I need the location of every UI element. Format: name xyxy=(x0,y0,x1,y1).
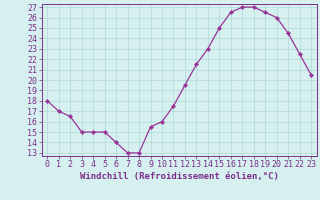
X-axis label: Windchill (Refroidissement éolien,°C): Windchill (Refroidissement éolien,°C) xyxy=(80,172,279,181)
